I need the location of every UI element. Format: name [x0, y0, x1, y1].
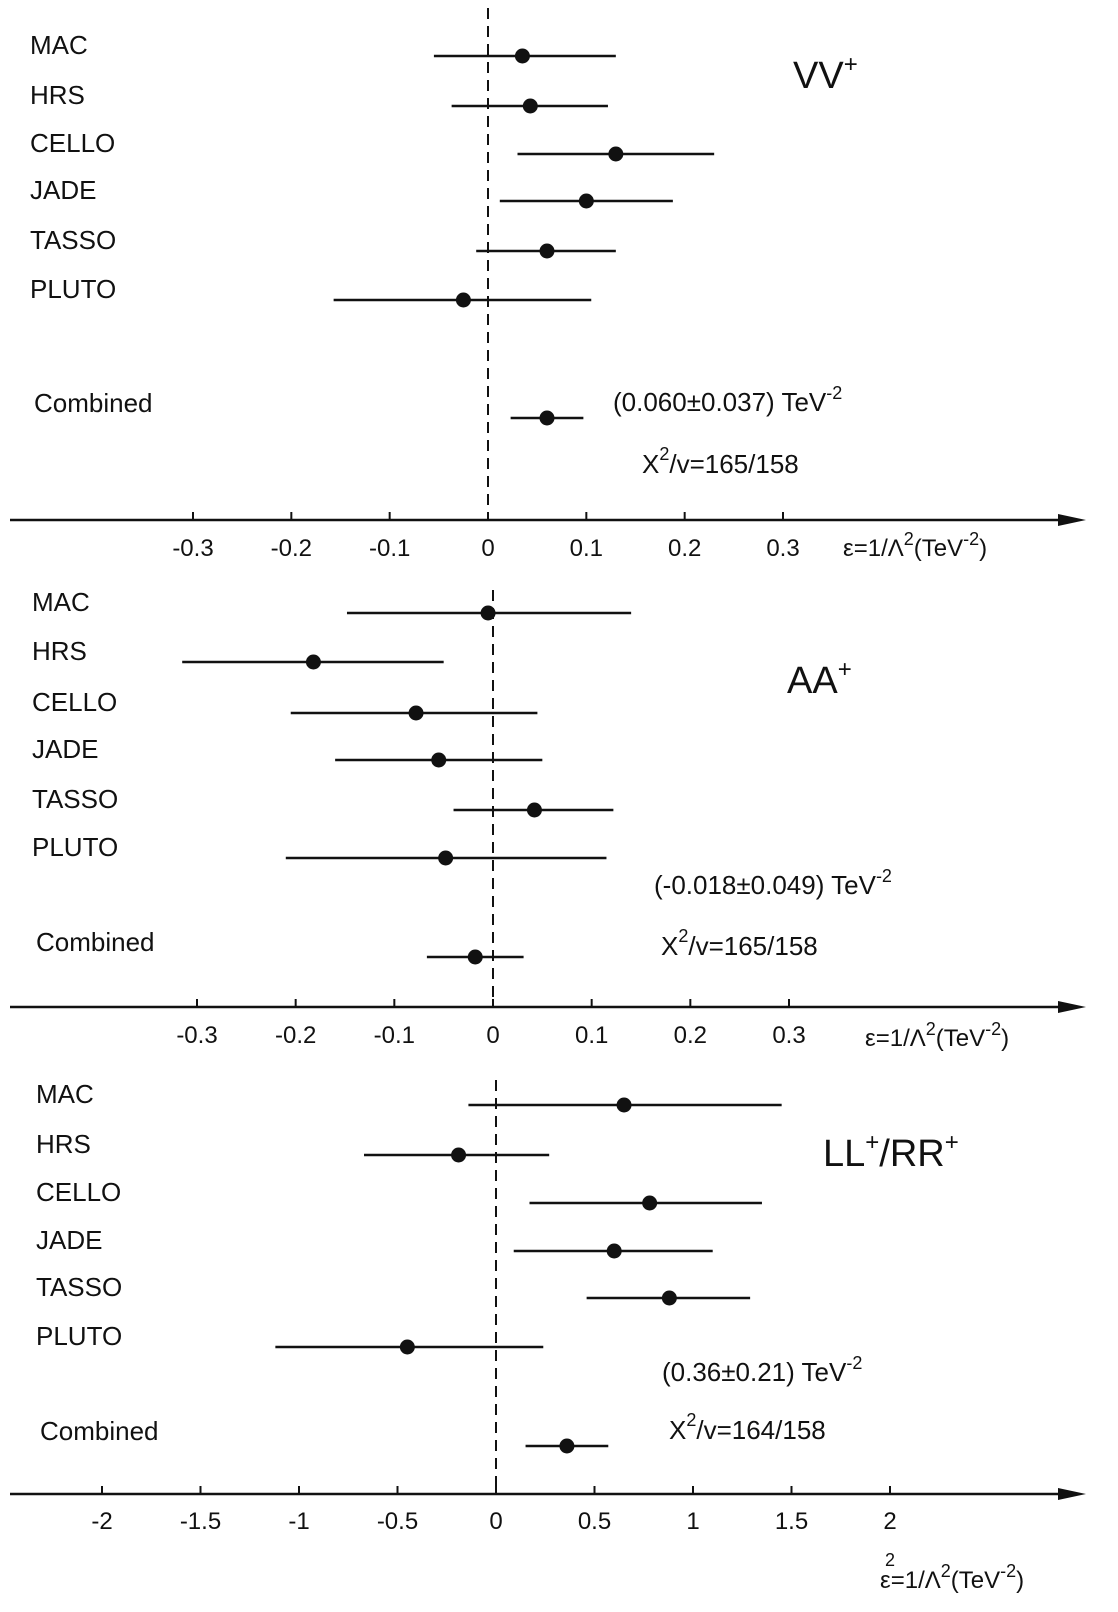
data-point	[305, 654, 321, 670]
tick-label: 0.1	[575, 1022, 608, 1049]
tick-label: -2	[91, 1508, 112, 1535]
experiment-label: TASSO	[32, 784, 118, 814]
combined-point	[539, 410, 555, 426]
x-axis-arrow	[1058, 514, 1086, 526]
tick-label: -0.3	[176, 1022, 217, 1049]
data-point	[480, 605, 496, 621]
tick-label: 2	[883, 1508, 896, 1535]
data-point	[438, 850, 454, 866]
data-point	[616, 1097, 632, 1113]
tick-label: 0	[481, 535, 494, 562]
tick-label: -1	[288, 1508, 309, 1535]
data-point	[642, 1195, 658, 1211]
tick-label: 1	[686, 1508, 699, 1535]
tick-label: 0	[489, 1508, 502, 1535]
experiment-label: CELLO	[32, 687, 117, 717]
tick-label: -0.5	[377, 1508, 418, 1535]
combined-point	[559, 1438, 575, 1454]
tick-label: -0.2	[275, 1022, 316, 1049]
experiment-label: TASSO	[36, 1272, 122, 1302]
axis-label-extra: 2	[885, 1550, 895, 1570]
panel-title: VV+	[793, 51, 858, 97]
panel-title: AA+	[787, 656, 852, 702]
combined-label: Combined	[40, 1416, 159, 1446]
panel-3: -2 -1.5 -1 -0.5 0 0.5 1 1.5 2ε=1/Λ2(TeV-2)2MACHR…	[10, 1079, 1086, 1594]
x-axis-arrow	[1058, 1488, 1086, 1500]
combined-label: Combined	[36, 927, 155, 957]
tick-label: -0.1	[369, 535, 410, 562]
data-point	[431, 752, 447, 768]
result-annotation: (-0.018±0.049) TeV-2	[654, 866, 892, 900]
result-annotation: (0.36±0.21) TeV-2	[662, 1353, 862, 1387]
experiment-label: JADE	[30, 175, 96, 205]
axis-label: ε=1/Λ2(TeV-2)	[865, 1019, 1009, 1052]
experiment-label: PLUTO	[36, 1321, 122, 1351]
data-point	[526, 802, 542, 818]
data-point	[451, 1147, 467, 1163]
experiment-label: TASSO	[30, 225, 116, 255]
tick-label: 0.3	[772, 1022, 805, 1049]
experiment-label: JADE	[32, 734, 98, 764]
data-point	[514, 48, 530, 64]
axis-label: ε=1/Λ2(TeV-2)	[843, 529, 987, 562]
chi2-annotation: X2/v=165/158	[642, 444, 799, 479]
tick-label: 0.2	[674, 1022, 707, 1049]
chi2-annotation: X2/v=164/158	[669, 1410, 826, 1445]
data-point	[399, 1339, 415, 1355]
experiment-label: HRS	[30, 80, 85, 110]
data-point	[578, 193, 594, 209]
tick-label: -0.1	[374, 1022, 415, 1049]
tick-label: -0.3	[172, 535, 213, 562]
experiment-label: PLUTO	[32, 832, 118, 862]
axis-label: ε=1/Λ2(TeV-2)	[880, 1561, 1024, 1594]
data-point	[608, 146, 624, 162]
panel-2: -0.3 -0.2 -0.1 0 0.1 0.2 0.3 ε=1/Λ2(TeV-2) MAC HR…	[10, 587, 1086, 1052]
data-point	[539, 243, 555, 259]
panel-1: -0.3 -0.2 -0.1 0 0.1 0.2 0.3 ε=1/Λ2(TeV-2) MAC HR…	[10, 8, 1086, 562]
tick-label: 0.2	[668, 535, 701, 562]
experiment-label: HRS	[36, 1129, 91, 1159]
data-point	[606, 1243, 622, 1259]
data-point	[408, 705, 424, 721]
experiment-label: MAC	[36, 1079, 94, 1109]
combined-label: Combined	[34, 388, 153, 418]
combined-point	[467, 949, 483, 965]
experiment-label: HRS	[32, 636, 87, 666]
tick-label: 0	[486, 1022, 499, 1049]
tick-label: 0.5	[578, 1508, 611, 1535]
tick-label: 0.3	[766, 535, 799, 562]
x-axis-arrow	[1058, 1001, 1086, 1013]
tick-label: -1.5	[180, 1508, 221, 1535]
data-point	[522, 98, 538, 114]
tick-label: 1.5	[775, 1508, 808, 1535]
experiment-label: MAC	[30, 30, 88, 60]
result-annotation: (0.060±0.037) TeV-2	[613, 383, 842, 417]
experiment-label: CELLO	[36, 1177, 121, 1207]
tick-label: 0.1	[570, 535, 603, 562]
data-point	[455, 292, 471, 308]
experiment-label: PLUTO	[30, 274, 116, 304]
experiment-label: CELLO	[30, 128, 115, 158]
tick-label: -0.2	[271, 535, 312, 562]
experiment-label: JADE	[36, 1225, 102, 1255]
data-point	[661, 1290, 677, 1306]
chi2-annotation: X2/v=165/158	[661, 926, 818, 961]
experiment-label: MAC	[32, 587, 90, 617]
panel-title: LL+/RR+	[823, 1129, 959, 1175]
